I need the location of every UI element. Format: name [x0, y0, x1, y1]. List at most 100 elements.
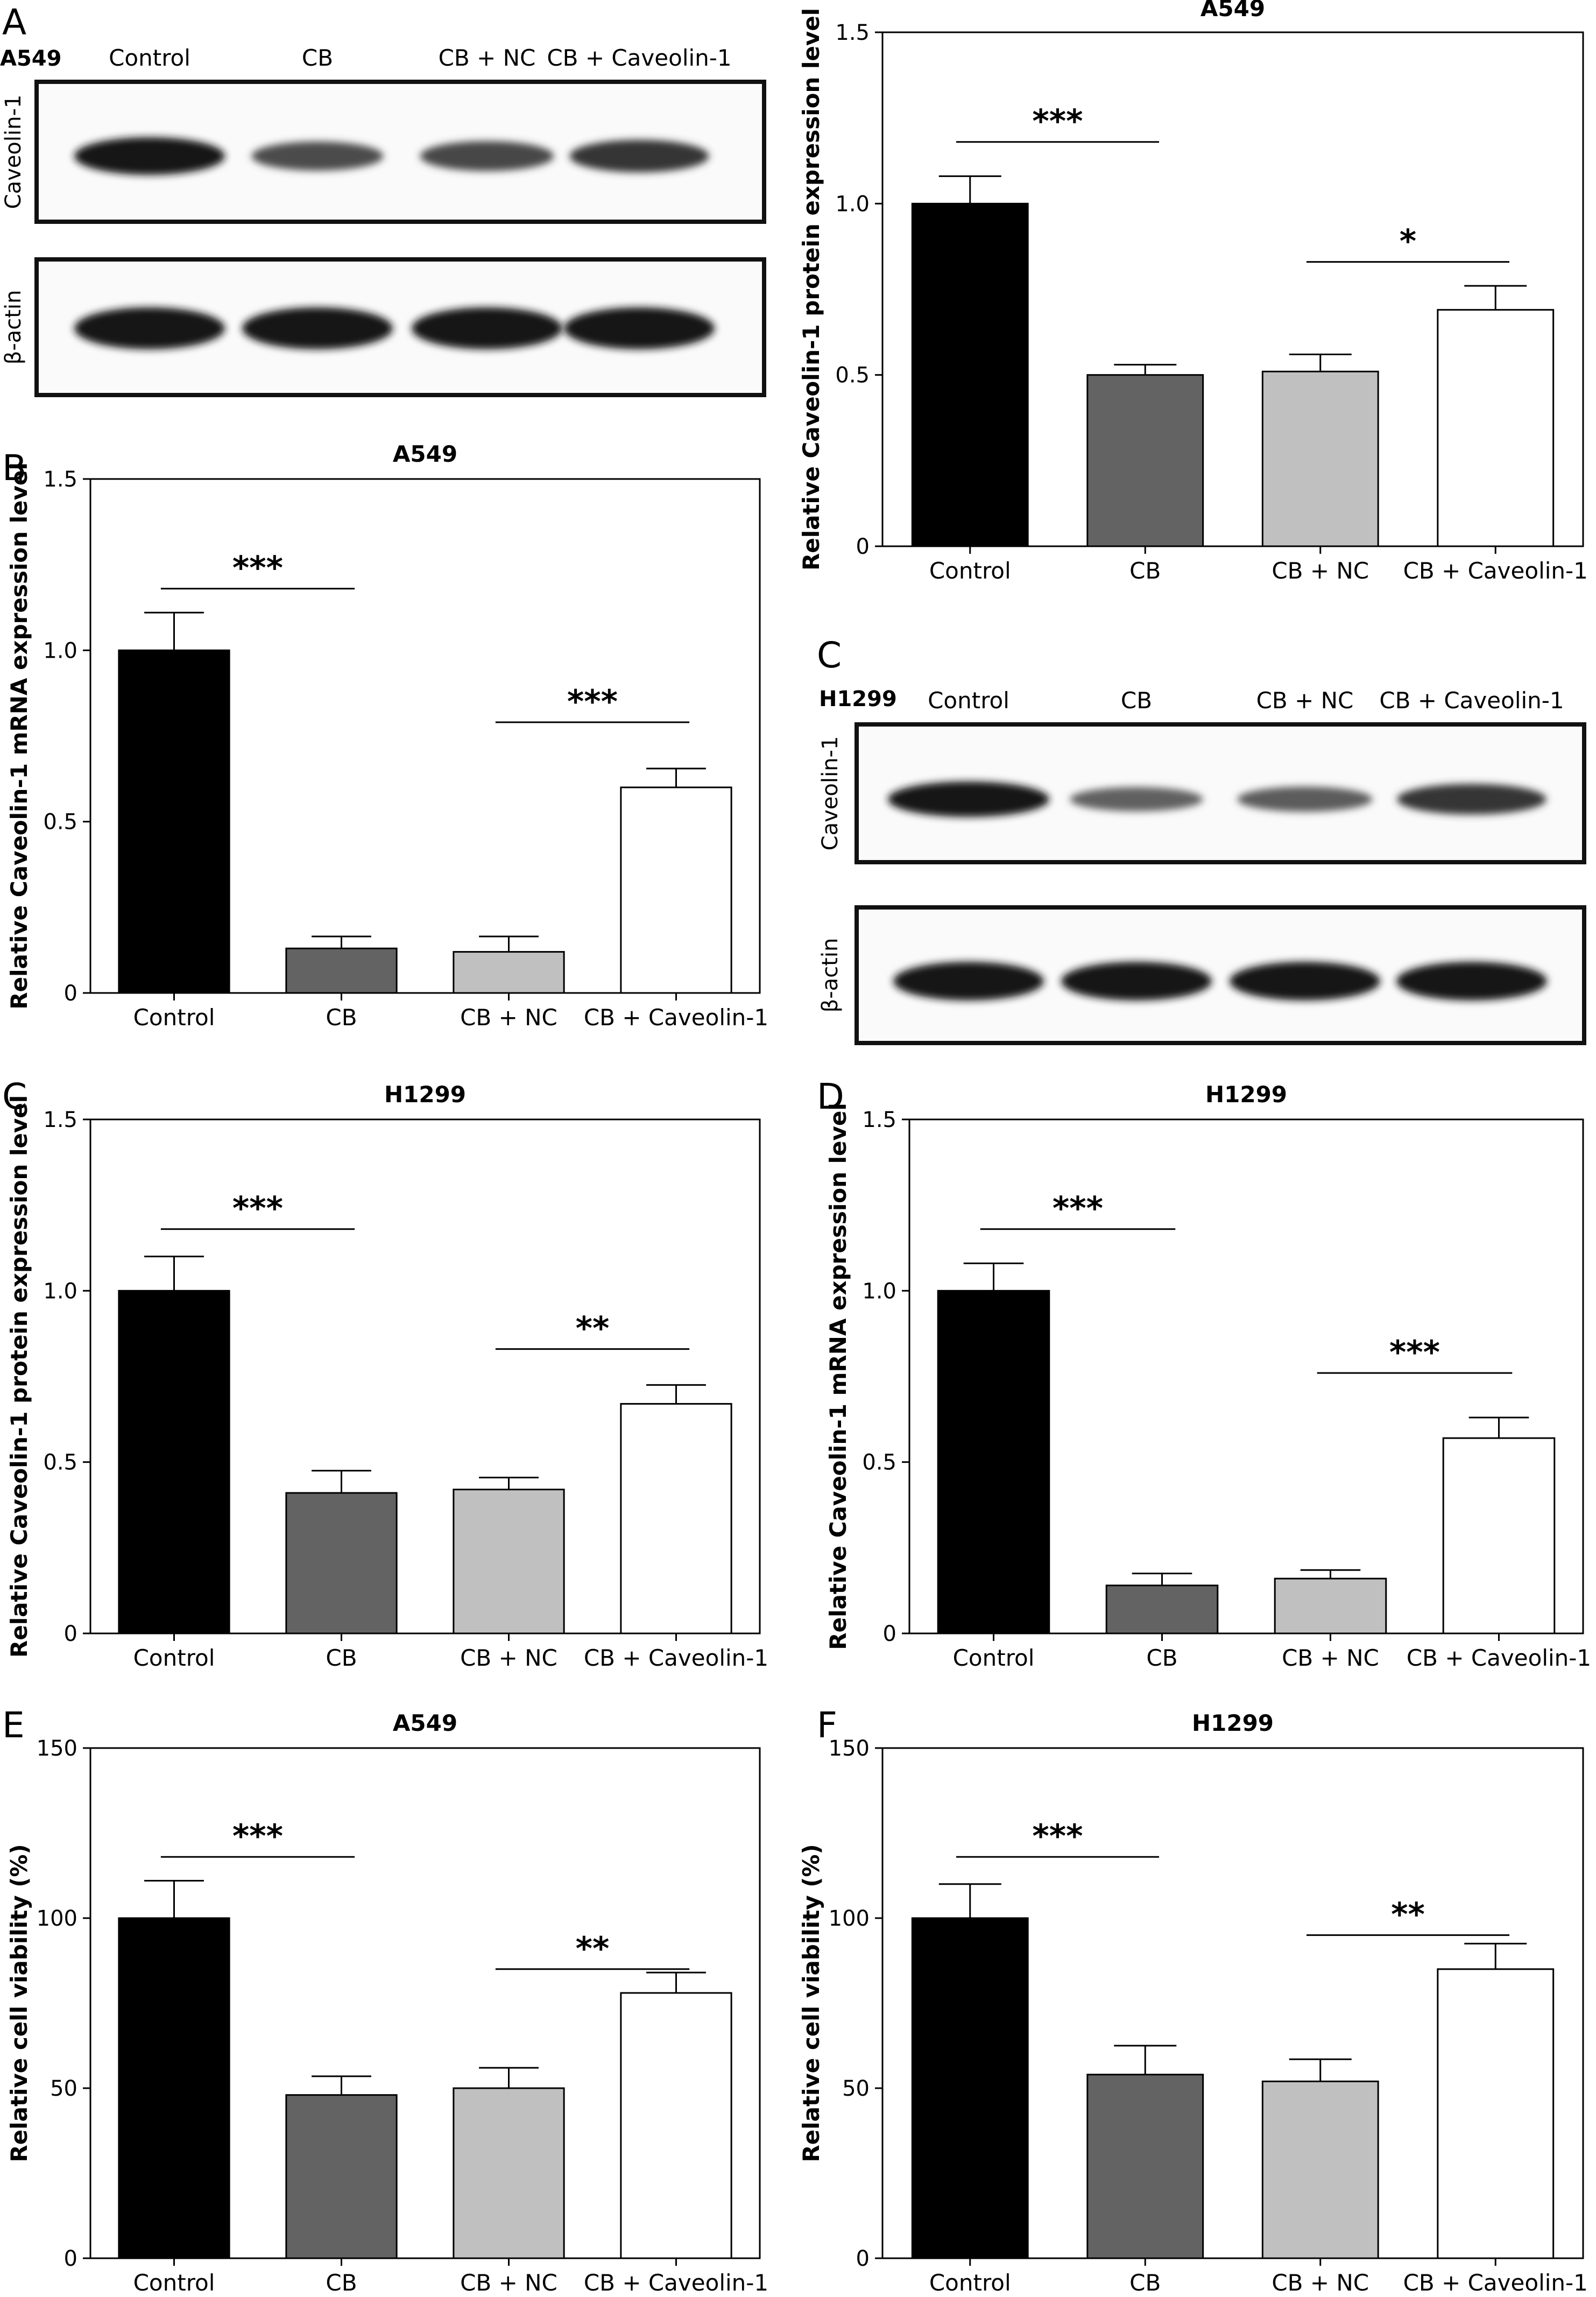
y-tick-label: 0 [64, 2246, 77, 2271]
blot-h1299-actin-bands [893, 962, 1547, 1000]
bar-3 [620, 1403, 732, 1634]
x-tick-label: CB + Caveolin-1 [1407, 1645, 1591, 1671]
bar-1 [1086, 374, 1204, 547]
significance-label: *** [232, 1190, 283, 1228]
blot-band [564, 307, 715, 349]
x-tick-label: CB + Caveolin-1 [1403, 558, 1588, 584]
significance-label: * [1400, 223, 1416, 260]
bar-1 [1086, 2074, 1204, 2259]
chart-a549-viability: A549 Relative cell viability (%) 0 50 100 150… [6, 1710, 768, 2296]
x-tick-label: CB [326, 2270, 357, 2296]
blot-a549-lane-cb-nc: CB + NC [439, 45, 536, 71]
x-tick-label: CB + Caveolin-1 [1403, 2270, 1588, 2296]
chart-title: H1299 [384, 1081, 466, 1108]
significance-label: ** [1391, 1896, 1425, 1934]
blot-band [1397, 784, 1546, 815]
y-tick-label: 100 [829, 1906, 870, 1931]
x-tick-label: CB + NC [460, 1645, 557, 1671]
plot-frame [89, 1747, 761, 2259]
blot-band [251, 141, 384, 171]
bar-1 [285, 1492, 398, 1634]
blot-a549-actin-bands [74, 307, 715, 349]
blot-h1299-lane-cb-nc: CB + NC [1256, 687, 1354, 714]
bar-3 [1437, 1968, 1555, 2259]
chart-h1299-mrna: H1299 Relative Caveolin-1 mRNA expression… [825, 1081, 1591, 1671]
y-tick-label: 150 [829, 1736, 870, 1761]
x-tick-label: CB + NC [460, 1004, 557, 1031]
plot-frame [881, 1747, 1584, 2259]
blot-band [74, 137, 225, 175]
x-tick-label: CB + NC [1272, 558, 1369, 584]
x-tick-label: Control [133, 1645, 215, 1671]
bar-1 [285, 2094, 398, 2259]
y-tick-label: 50 [50, 2076, 77, 2101]
x-tick-label: CB [1129, 558, 1161, 584]
bar-3 [620, 786, 732, 994]
chart-title: A549 [393, 1710, 457, 1736]
y-axis-label: Relative Caveolin-1 protein expression l… [798, 8, 824, 570]
y-tick-label: 1.5 [835, 20, 870, 45]
x-tick-label: CB + NC [1282, 1645, 1379, 1671]
blot-a549-lane-cb-caveolin: CB + Caveolin-1 [547, 45, 731, 71]
blot-h1299-caveolin-label: Caveolin-1 [818, 736, 843, 851]
y-axis-label: Relative cell viability (%) [6, 1844, 32, 2162]
y-tick-label: 1.0 [862, 1279, 896, 1303]
x-tick-label: CB + Caveolin-1 [584, 1004, 768, 1031]
blot-h1299-lane-cb: CB [1121, 687, 1152, 714]
x-tick-label: Control [929, 2270, 1011, 2296]
blot-band [888, 781, 1049, 817]
blot-band [420, 141, 554, 171]
significance-label: *** [1389, 1334, 1440, 1371]
blot-band [893, 962, 1044, 1000]
y-tick-label: 1.0 [43, 638, 77, 663]
blot-h1299-actin-label: β-actin [818, 938, 843, 1013]
x-tick-label: CB [1146, 1645, 1177, 1671]
blot-h1299-caveolin-bands [888, 781, 1546, 817]
x-tick-label: Control [133, 2270, 215, 2296]
blot-a549-lane-control: Control [109, 45, 190, 71]
chart-h1299-viability: H1299 Relative cell viability (%) 0 50 100 15… [798, 1710, 1588, 2296]
blot-a549-cell-line: A549 [0, 46, 61, 71]
x-tick-label: Control [929, 558, 1011, 584]
y-tick-label: 0 [856, 534, 870, 559]
significance-label: *** [1032, 1817, 1083, 1855]
panel-letter-a: A [2, 2, 26, 43]
blot-band [1237, 786, 1373, 812]
panel-letter-d: D [817, 1076, 844, 1117]
y-tick-label: 1.0 [835, 192, 870, 216]
y-tick-label: 1.0 [43, 1279, 77, 1303]
bar-2 [1261, 370, 1379, 547]
x-tick-label: CB + Caveolin-1 [584, 2270, 768, 2296]
bar-1 [1105, 1584, 1219, 1634]
blot-band [1230, 962, 1380, 1000]
bar-2 [453, 2087, 565, 2259]
plot-frame [881, 31, 1584, 547]
blot-band [412, 307, 562, 349]
blot-a549-caveolin-bands [74, 137, 709, 175]
plot-frame [908, 1118, 1584, 1634]
y-axis-label: Relative Caveolin-1 protein expression l… [6, 1095, 32, 1658]
bar-0 [118, 1917, 230, 2259]
y-tick-label: 0.5 [43, 810, 77, 835]
chart-a549-protein: A549 Relative Caveolin-1 protein expressi… [798, 0, 1588, 584]
bar-2 [453, 1489, 565, 1634]
bar-0 [911, 1917, 1029, 2259]
bar-1 [285, 947, 398, 994]
y-tick-label: 1.5 [43, 467, 77, 492]
blot-h1299-lane-control: Control [928, 687, 1009, 714]
blot-band [1070, 787, 1203, 812]
significance-label: *** [232, 549, 283, 587]
blot-a549-lane-cb: CB [302, 45, 333, 71]
panel-letter-c-blot: C [817, 635, 842, 676]
blot-band [1396, 962, 1547, 1000]
bar-0 [937, 1290, 1050, 1634]
bar-3 [620, 1992, 732, 2259]
chart-title: A549 [1200, 0, 1265, 22]
plot-frame [89, 1118, 761, 1634]
x-tick-label: CB + NC [1272, 2270, 1369, 2296]
y-tick-label: 1.5 [43, 1108, 77, 1132]
y-tick-label: 150 [37, 1736, 77, 1761]
bar-2 [1261, 2080, 1379, 2259]
blot-a549: A549 Control CB CB + NC CB + Caveolin-1 … [0, 45, 766, 397]
